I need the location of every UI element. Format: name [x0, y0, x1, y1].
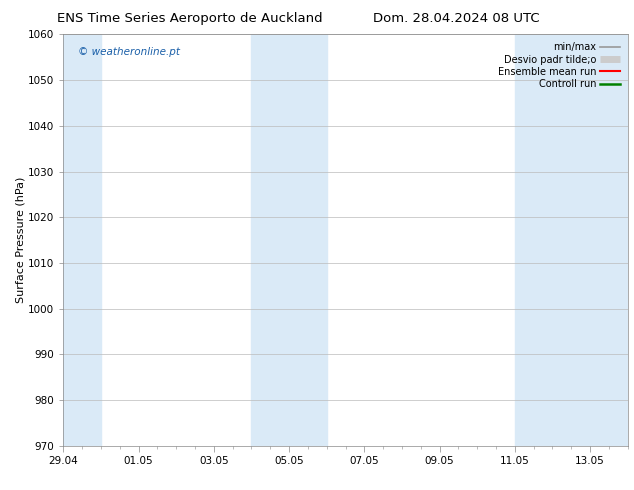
Y-axis label: Surface Pressure (hPa): Surface Pressure (hPa) [15, 177, 25, 303]
Bar [63, 34, 101, 446]
Text: ENS Time Series Aeroporto de Auckland: ENS Time Series Aeroporto de Auckland [58, 12, 323, 25]
Text: Dom. 28.04.2024 08 UTC: Dom. 28.04.2024 08 UTC [373, 12, 540, 25]
Legend: min/max, Desvio padr tilde;o, Ensemble mean run, Controll run: min/max, Desvio padr tilde;o, Ensemble m… [495, 39, 623, 92]
Text: © weatheronline.pt: © weatheronline.pt [77, 47, 179, 57]
Bar [515, 34, 628, 446]
Bar [252, 34, 327, 446]
